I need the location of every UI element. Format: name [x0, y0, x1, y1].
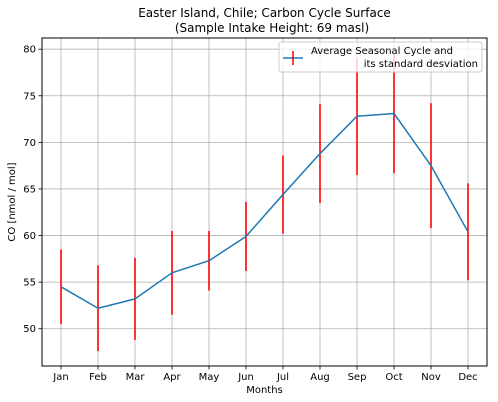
plot-frame — [42, 38, 487, 366]
x-tick-label: Jul — [276, 372, 289, 383]
y-tick-label: 70 — [23, 138, 36, 149]
y-tick-label: 55 — [23, 278, 36, 289]
y-tick-label: 75 — [23, 91, 36, 102]
error-bars — [61, 54, 468, 351]
legend-label-line2: its standard desviation — [364, 59, 478, 70]
x-tick-label: Jun — [237, 372, 254, 383]
y-axis-label: CO [nmol / mol] — [7, 162, 18, 241]
x-tick-label: Aug — [310, 372, 330, 383]
legend-label-line1: Average Seasonal Cycle and — [311, 46, 453, 57]
chart-title-line2: (Sample Intake Height: 69 masl) — [175, 21, 369, 35]
grid — [42, 38, 487, 366]
y-tick-label: 80 — [23, 45, 36, 56]
y-tick-label: 65 — [23, 184, 36, 195]
x-axis-label: Months — [246, 385, 283, 396]
x-tick-label: Apr — [163, 372, 181, 383]
x-tick-label: Nov — [421, 372, 441, 383]
x-tick-label: Mar — [126, 372, 146, 383]
x-tick-label: Jan — [52, 372, 68, 383]
y-tick-label: 50 — [23, 324, 36, 335]
x-tick-label: May — [199, 372, 220, 383]
y-tick-label: 60 — [23, 231, 36, 242]
x-tick-label: Sep — [348, 372, 367, 383]
chart-title-line1: Easter Island, Chile; Carbon Cycle Surfa… — [138, 6, 391, 20]
x-tick-label: Oct — [385, 372, 402, 383]
x-tick-label: Feb — [89, 372, 107, 383]
x-tick-label: Dec — [458, 372, 477, 383]
legend: Average Seasonal Cycle and its standard … — [279, 42, 482, 72]
